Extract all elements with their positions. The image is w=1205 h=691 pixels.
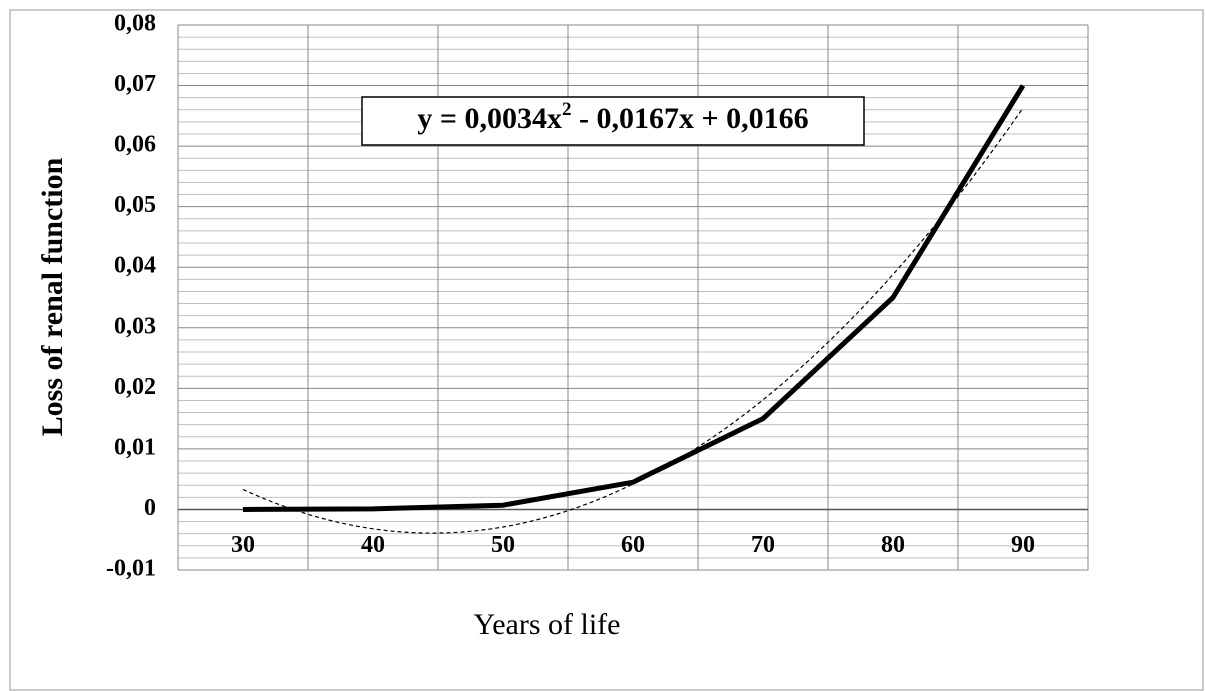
y-tick-label: 0 — [144, 495, 156, 521]
data-line — [242, 84, 1026, 512]
x-tick-label: 90 — [1011, 532, 1035, 558]
y-axis-title: Loss of renal function — [36, 157, 69, 436]
chart-frame — [9, 9, 1204, 691]
y-tick-label: 0,05 — [114, 192, 156, 218]
y-tick-label: 0,07 — [114, 71, 156, 97]
equation: y = 0,0034x2 - 0,0167x + 0,0166 — [417, 99, 808, 135]
x-tick-label: 40 — [361, 532, 385, 558]
y-tick-label: 0,04 — [114, 253, 156, 279]
y-tick-label: 0,02 — [114, 374, 156, 400]
x-tick-label: 80 — [881, 532, 905, 558]
equation-box — [361, 96, 865, 146]
y-tick-label: 0,06 — [114, 132, 156, 158]
y-tick-label: 0,08 — [114, 11, 156, 37]
x-tick-label: 50 — [491, 532, 515, 558]
equation-part: 2 — [562, 99, 572, 120]
y-tick-label: -0,01 — [106, 556, 156, 582]
y-tick-label: 0,03 — [114, 313, 156, 339]
y-tick-label: 0,01 — [114, 434, 156, 460]
x-tick-label: 60 — [621, 532, 645, 558]
equation-part: y = 0,0034x — [417, 102, 562, 135]
equation-part: - 0,0167x + 0,0166 — [572, 102, 809, 135]
x-axis-title: Years of life — [474, 608, 621, 641]
x-tick-label: 70 — [751, 532, 775, 558]
trendline — [242, 107, 1024, 534]
x-tick-label: 30 — [231, 532, 255, 558]
